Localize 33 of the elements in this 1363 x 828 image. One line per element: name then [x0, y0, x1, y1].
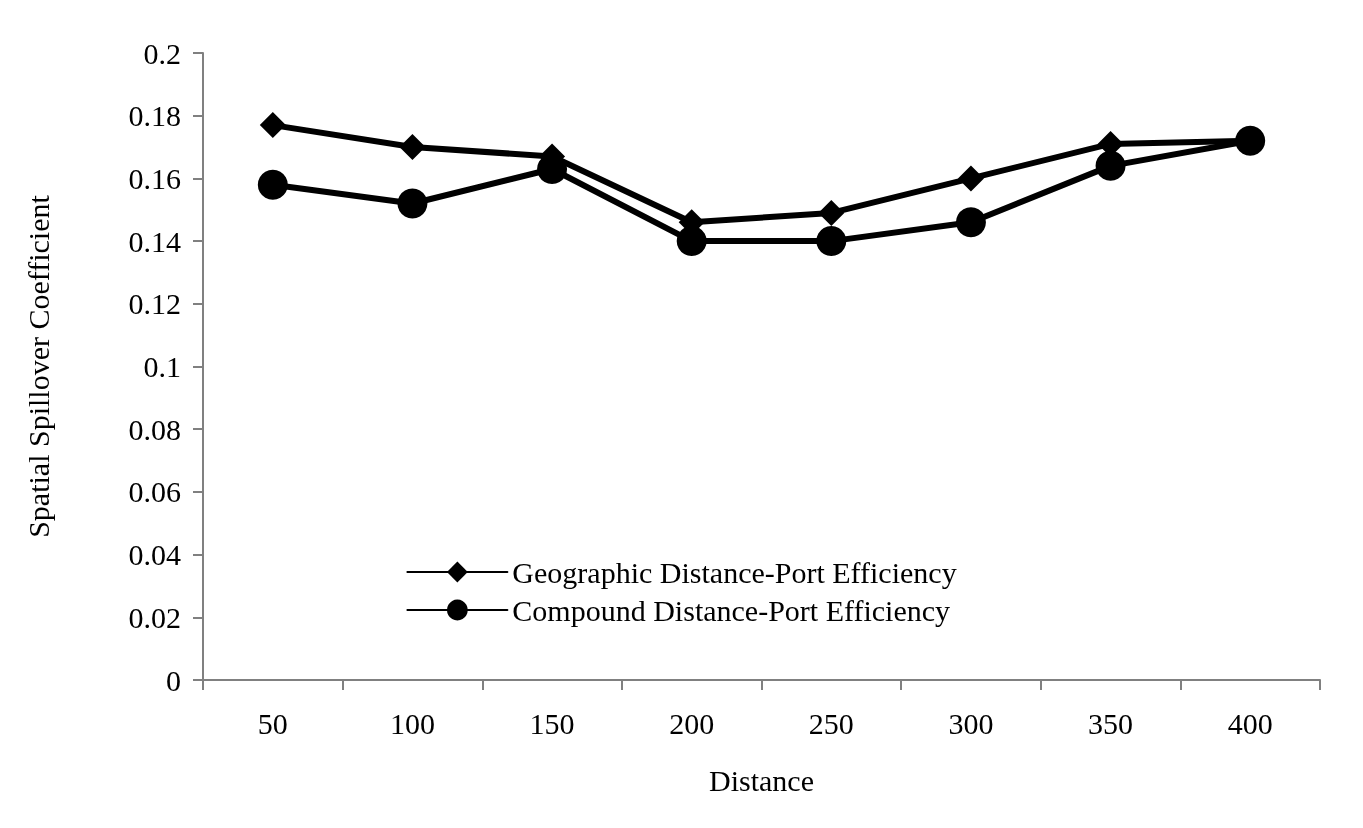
point: [676, 226, 707, 257]
point: [257, 169, 288, 200]
x-tick-label: 150: [529, 706, 575, 740]
y-tick-label: 0.2: [143, 36, 181, 70]
x-tick-label: 300: [948, 706, 994, 740]
x-tick-label: 400: [1227, 706, 1273, 740]
point: [818, 199, 845, 226]
point: [399, 134, 426, 161]
point: [816, 226, 847, 257]
x-tick-label: 100: [389, 706, 435, 740]
x-tick-label: 50: [257, 706, 288, 740]
y-tick-label: 0.06: [128, 475, 181, 509]
point: [955, 207, 986, 238]
y-tick-label: 0.02: [128, 600, 181, 634]
y-tick-label: 0.12: [128, 287, 181, 321]
x-axis-title: Distance: [709, 763, 814, 797]
y-tick-label: 0.04: [128, 538, 181, 572]
y-tick-label: 0.08: [128, 412, 181, 446]
point: [397, 188, 428, 219]
legend-label: Geographic Distance-Port Efficiency: [512, 555, 957, 589]
point: [1095, 150, 1126, 181]
x-tick-label: 250: [808, 706, 854, 740]
y-tick-label: 0.1: [143, 350, 181, 383]
y-axis-title: Spatial Spillover Coefficient: [21, 194, 55, 538]
legend-label: Compound Distance-Port Efficiency: [512, 593, 951, 627]
point: [957, 165, 984, 192]
y-tick-label: 0: [166, 663, 181, 697]
x-tick-label: 350: [1088, 706, 1134, 740]
y-tick-label: 0.16: [128, 161, 181, 195]
point: [259, 112, 286, 139]
y-tick-label: 0.18: [128, 99, 181, 133]
x-tick-label: 200: [669, 706, 715, 740]
y-tick-label: 0.14: [128, 224, 181, 258]
